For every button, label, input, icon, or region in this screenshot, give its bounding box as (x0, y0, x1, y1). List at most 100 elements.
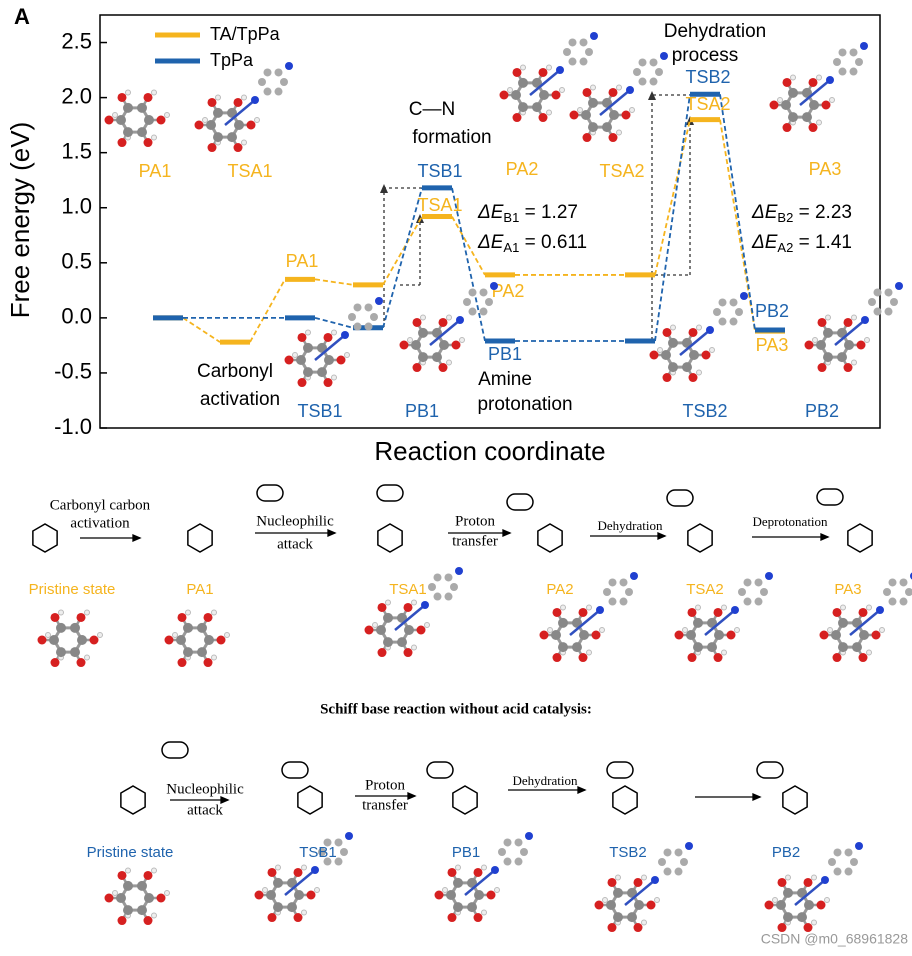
atom-o (412, 363, 422, 373)
atom-c (572, 617, 582, 628)
atom-o (143, 916, 153, 926)
atom-c (498, 848, 506, 856)
atom-c (334, 838, 343, 847)
ring (606, 761, 634, 779)
atom-h (241, 94, 247, 101)
atom-h (459, 337, 465, 343)
level-label: TSB2 (685, 67, 730, 87)
atom-o (143, 138, 153, 148)
atom-c (266, 890, 276, 900)
atom-c (70, 647, 80, 658)
atom-h (151, 912, 157, 919)
atom-c (852, 642, 862, 653)
level-label: TSB1 (417, 161, 462, 181)
ring (452, 785, 478, 815)
atom-h (314, 887, 320, 893)
atom-c (888, 578, 897, 587)
atom-c (873, 307, 882, 316)
atom-n (860, 42, 868, 50)
atom-c (227, 107, 237, 118)
atom-h (816, 74, 822, 81)
atom-o (817, 317, 827, 327)
atom-c (433, 592, 442, 601)
atom-o (832, 607, 842, 617)
atom-c (658, 858, 666, 866)
atom-c (518, 77, 528, 88)
atom-h (112, 112, 118, 118)
atom-c (439, 340, 449, 350)
atom-c (693, 642, 703, 653)
atom-c (376, 625, 386, 635)
atom-c (668, 337, 678, 348)
connector (654, 94, 691, 342)
atom-c (206, 120, 216, 130)
atom-c (450, 583, 458, 591)
bond (429, 319, 461, 346)
atom-h (864, 337, 870, 343)
legend-label: TpPa (210, 50, 254, 70)
atom-c (227, 132, 237, 143)
delta-symbol: ΔE (751, 202, 778, 223)
atom-n (285, 62, 293, 70)
level-label: PB1 (488, 344, 522, 364)
atom-h (211, 609, 217, 616)
level-label: TSA1 (417, 195, 462, 215)
bond (224, 99, 256, 126)
bond (529, 69, 561, 96)
atom-c (797, 912, 807, 923)
atom-o (76, 612, 86, 622)
atom-n (740, 292, 748, 300)
molecule (649, 292, 748, 383)
connector (451, 187, 486, 342)
atom-c (888, 597, 897, 606)
atom-c (183, 647, 193, 658)
atom-h (224, 632, 230, 638)
atom-h (446, 359, 452, 366)
atom-c (511, 90, 521, 100)
atom-c (579, 57, 588, 66)
atom-h (301, 864, 307, 871)
atom-h (211, 654, 217, 661)
atom-o (594, 900, 604, 910)
ring (376, 484, 404, 502)
atom-o (569, 110, 579, 120)
y-tick-label: -0.5 (54, 359, 92, 384)
level-label: PB2 (755, 301, 789, 321)
delta-symbol: ΔE (477, 232, 504, 253)
atom-h (411, 644, 417, 651)
atom-h (812, 337, 818, 343)
atom-o (871, 630, 881, 640)
atom-c (718, 317, 727, 326)
atom-h (547, 627, 553, 633)
scheme-arrows (80, 529, 830, 804)
atom-o (50, 612, 60, 622)
structure (376, 484, 404, 502)
atom-h (84, 609, 90, 616)
atom-n (525, 832, 533, 840)
atom-c (287, 902, 297, 913)
molecule (104, 89, 170, 148)
atom-o (377, 648, 387, 658)
atom-h (616, 84, 622, 91)
atom-c (397, 637, 407, 648)
atom-c (781, 100, 791, 110)
atom-c (738, 588, 746, 596)
atom-c (838, 67, 847, 76)
atom-n (590, 32, 598, 40)
atom-h (275, 864, 281, 871)
atom-c (883, 588, 891, 596)
ring (297, 785, 323, 815)
structure (687, 523, 713, 553)
atom-c (197, 622, 207, 633)
atom-o (403, 648, 413, 658)
state-label: TSB1 (299, 844, 337, 861)
atom-h (866, 649, 872, 656)
atom-c (383, 637, 393, 648)
atom-c (213, 132, 223, 143)
atom-n (826, 76, 834, 84)
ring (816, 488, 844, 506)
ring (687, 523, 713, 553)
structure (32, 523, 58, 553)
atom-n (251, 96, 259, 104)
bond (314, 334, 346, 361)
